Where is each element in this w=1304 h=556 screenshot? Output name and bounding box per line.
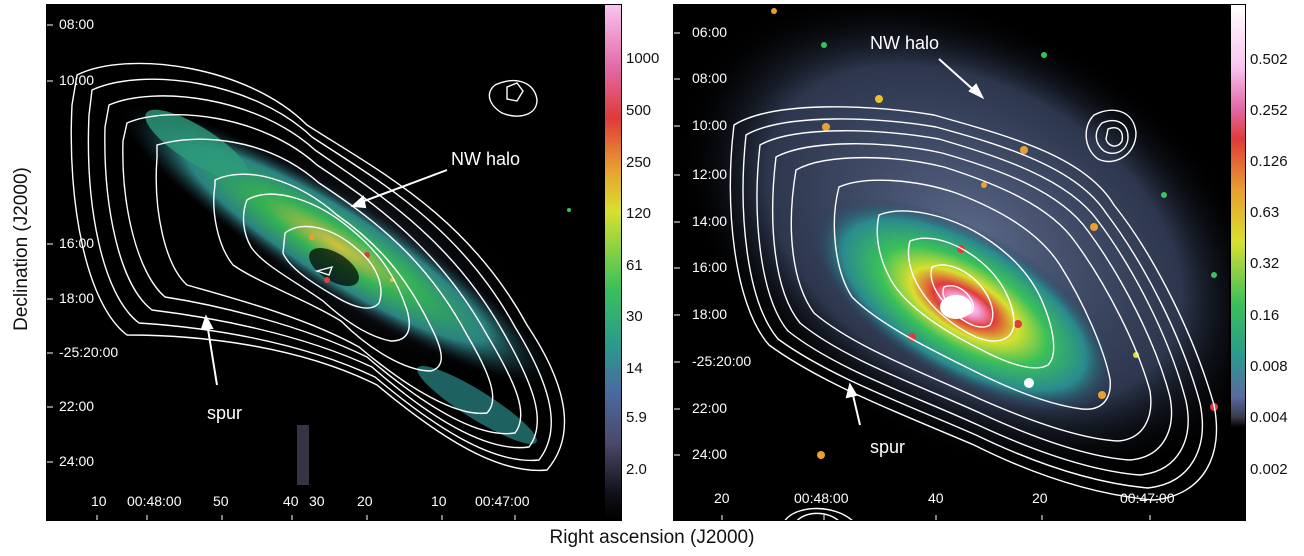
right-dec-tick: 10:00	[692, 117, 728, 133]
left-ra-tick: 00:47:00	[475, 493, 530, 509]
left-image-panel: 08:00 10:00 16:00 18:00 -25:20:00 22:00 …	[46, 4, 604, 521]
left-colorbar-tick: 5.9	[626, 409, 647, 426]
left-colorbar-tick: 14	[626, 360, 643, 377]
right-contours	[729, 106, 1218, 520]
y-axis-label: Declination (J2000)	[11, 167, 32, 331]
left-ra-tick: 00:48:00	[127, 493, 182, 509]
right-colorbar-tick: 0.002	[1250, 461, 1288, 478]
left-image-svg	[47, 24, 571, 520]
left-dec-tick: 24:00	[59, 453, 95, 469]
right-frame-ticks	[674, 32, 1151, 520]
left-ra-tick: 10	[431, 493, 447, 509]
left-ra-tick: 30	[309, 493, 325, 509]
x-axis-label: Right ascension (J2000)	[549, 527, 755, 548]
right-ra-tick: 40	[928, 490, 944, 506]
left-annotation-nw-halo: NW halo	[451, 149, 521, 169]
left-ra-tick: 20	[357, 493, 373, 509]
left-dec-tick: 22:00	[59, 398, 95, 414]
left-colorbar-tick: 1000	[626, 50, 660, 67]
left-dec-tick: 16:00	[59, 235, 95, 251]
right-ra-tick: 20	[714, 490, 730, 506]
right-colorbar-tick: 0.32	[1250, 255, 1280, 272]
right-annotation-nw-halo: NW halo	[870, 33, 940, 53]
right-colorbar-tick: 0.252	[1250, 102, 1288, 119]
right-colorbar	[1230, 4, 1246, 521]
right-colorbar-tick: 0.502	[1250, 51, 1288, 68]
left-ra-tick: 40	[283, 493, 299, 509]
left-colorbar	[604, 4, 622, 521]
left-colorbar-tick: 30	[626, 308, 643, 325]
right-dec-tick: 14:00	[692, 213, 728, 229]
left-colorbar-tick: 250	[626, 154, 652, 171]
right-colorbar-tick: 0.008	[1250, 358, 1288, 375]
right-galaxy-emission	[677, 5, 1229, 478]
right-dec-tick: 06:00	[692, 24, 728, 40]
left-colorbar-tick: 120	[626, 205, 652, 222]
right-dec-tick: 08:00	[692, 70, 728, 86]
right-dec-tick: 16:00	[692, 259, 728, 275]
left-dec-tick: 08:00	[59, 16, 95, 32]
right-ra-tick: 20	[1032, 490, 1048, 506]
left-dec-tick: 10:00	[59, 72, 95, 88]
right-dec-tick: 18:00	[692, 306, 728, 322]
left-colorbar-tick: 61	[626, 257, 643, 274]
left-dec-tick: -25:20:00	[59, 344, 119, 360]
left-annotation-spur: spur	[207, 403, 243, 423]
right-dec-tick: -25:20:00	[692, 353, 752, 369]
left-annotation-arrows	[200, 169, 448, 386]
left-colorbar-tick: 2.0	[626, 461, 647, 478]
right-annotation-spur: spur	[870, 437, 906, 457]
left-ra-tick: 50	[213, 493, 229, 509]
right-colorbar-tick: 0.126	[1250, 153, 1288, 170]
left-colorbar-tick: 500	[626, 102, 652, 119]
left-contours	[70, 62, 566, 472]
left-galaxy-emission	[123, 106, 571, 485]
right-ra-tick: 00:48:00	[794, 490, 849, 506]
right-image-panel: 06:00 08:00 10:00 12:00 14:00 16:00 18:0…	[673, 4, 1230, 521]
right-ra-tick: 00:47:00	[1120, 490, 1175, 506]
left-ra-tick: 10	[91, 493, 107, 509]
right-colorbar-tick: 0.63	[1250, 204, 1280, 221]
left-frame-ticks	[47, 24, 516, 520]
right-dec-tick: 22:00	[692, 400, 728, 416]
right-dec-tick: 24:00	[692, 446, 728, 462]
right-annotation-arrows	[845, 58, 985, 426]
left-dec-tick: 18:00	[59, 290, 95, 306]
right-dec-tick: 12:00	[692, 166, 728, 182]
right-colorbar-tick: 0.16	[1250, 307, 1280, 324]
right-colorbar-tick: 0.004	[1250, 409, 1288, 426]
right-image-svg	[674, 5, 1229, 520]
